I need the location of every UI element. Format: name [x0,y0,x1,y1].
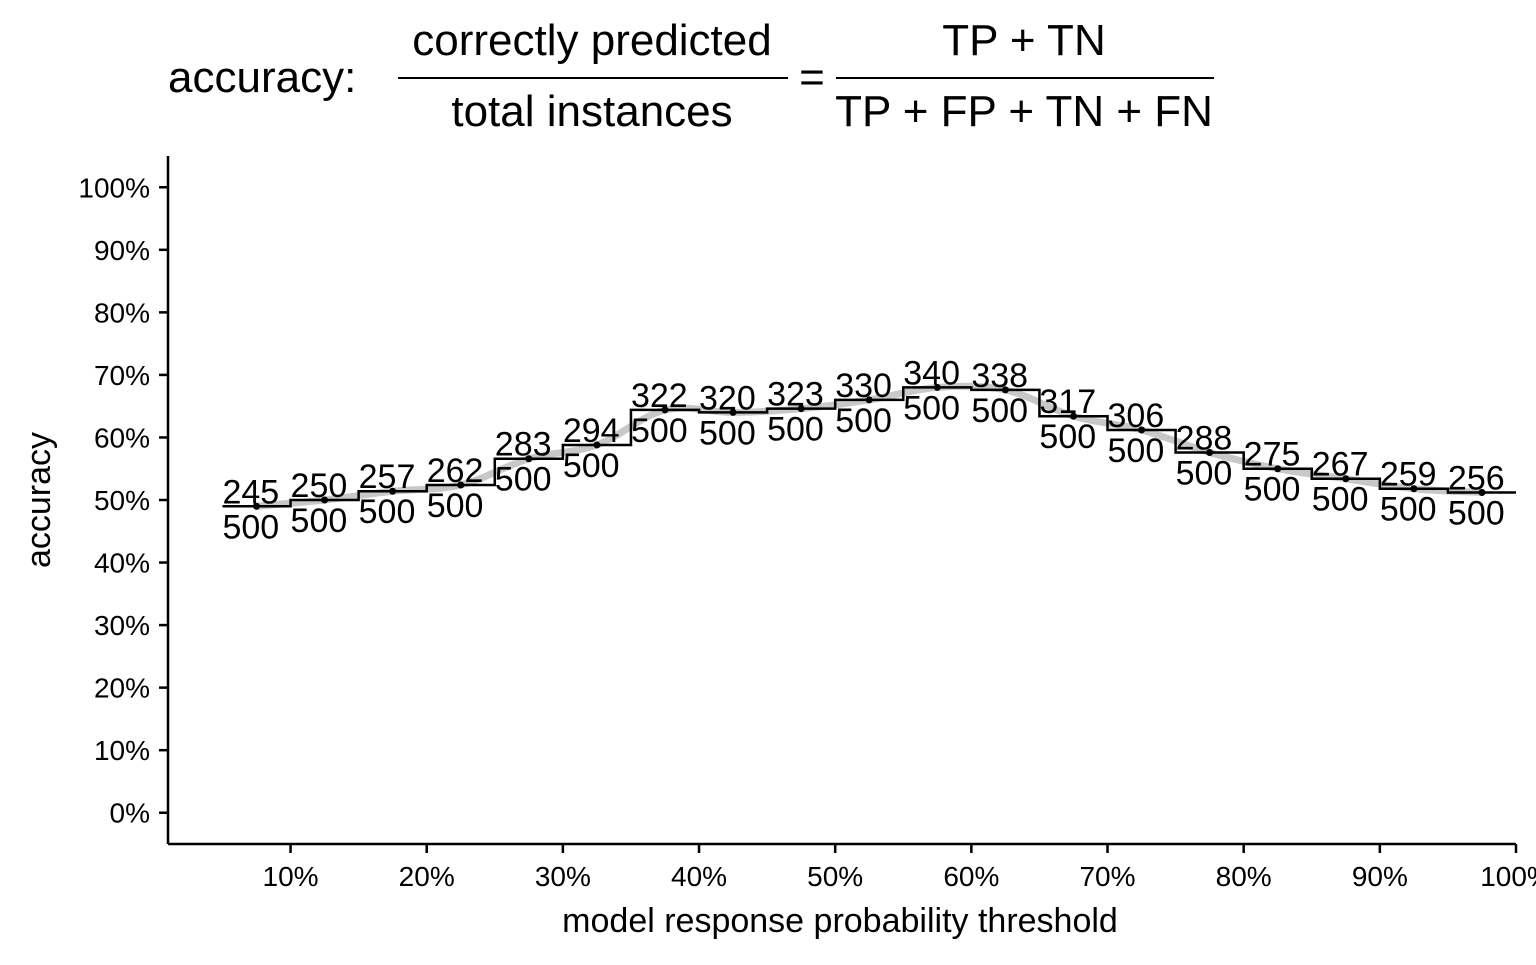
title-right-numerator: TP + TN [942,16,1105,65]
x-tick-label: 50% [807,861,863,892]
data-label-numerator: 294 [563,412,620,450]
data-labels: 2455002505002575002625002835002945003225… [222,354,1504,546]
y-tick-label: 90% [94,235,150,266]
x-tick-label: 10% [263,861,319,892]
data-label-numerator: 262 [427,452,484,490]
data-label-numerator: 322 [631,377,688,415]
x-tick-label: 80% [1216,861,1272,892]
x-tick-label: 100% [1480,861,1536,892]
data-point [1206,448,1214,456]
data-label-numerator: 256 [1448,459,1505,497]
title-left-numerator: correctly predicted [412,16,771,65]
data-label-numerator: 245 [222,473,279,511]
data-point [525,455,533,463]
data-point [1001,386,1009,394]
data-label-numerator: 330 [835,367,892,405]
data-label-denominator: 500 [1448,494,1505,532]
data-label-denominator: 500 [359,493,416,531]
step-series [222,383,1516,510]
data-point [253,502,261,510]
data-label-numerator: 259 [1380,456,1437,494]
data-label-denominator: 500 [1380,491,1437,529]
x-tick-label: 30% [535,861,591,892]
chart-title: accuracy: correctly predicted total inst… [168,16,1214,136]
title-right-denominator: TP + FP + TN + FN [835,87,1213,136]
data-label-denominator: 500 [563,447,620,485]
data-point [1478,488,1486,496]
data-point [321,496,329,504]
y-tick-label: 100% [78,172,150,203]
data-label-numerator: 317 [1039,383,1096,421]
data-point [1274,465,1282,473]
data-label-numerator: 257 [359,458,416,496]
data-label-denominator: 500 [1244,471,1301,509]
y-tick-label: 20% [94,673,150,704]
data-point [933,383,941,391]
y-axis-label: accuracy [20,432,58,568]
data-label-numerator: 288 [1176,419,1233,457]
data-label-denominator: 500 [1176,454,1233,492]
data-label-numerator: 338 [971,357,1028,395]
title-left-denominator: total instances [451,87,732,136]
y-tick-label: 30% [94,610,150,641]
data-label-denominator: 500 [291,502,348,540]
data-label-numerator: 320 [699,379,756,417]
y-tick-label: 0% [110,798,150,829]
data-label-denominator: 500 [631,412,688,450]
data-point [389,487,397,495]
y-axis-ticks: 0% 10% 20% 30% 40% 50% 60% 70% 80% 90% 100% [78,172,168,829]
data-point [593,441,601,449]
data-point [457,481,465,489]
data-point [865,396,873,404]
y-tick-label: 60% [94,422,150,453]
data-label-denominator: 500 [1312,481,1369,519]
x-axis-label: model response probability threshold [562,902,1118,940]
data-label-denominator: 500 [903,389,960,427]
x-tick-label: 40% [671,861,727,892]
data-label-denominator: 500 [699,414,756,452]
x-tick-label: 90% [1352,861,1408,892]
data-label-numerator: 283 [495,426,552,464]
data-label-denominator: 500 [1039,418,1096,456]
data-point [1138,426,1146,434]
y-tick-label: 40% [94,548,150,579]
data-point [1069,412,1077,420]
x-tick-label: 70% [1079,861,1135,892]
data-point [1342,475,1350,483]
x-tick-label: 60% [943,861,999,892]
x-tick-label: 20% [399,861,455,892]
data-label-numerator: 267 [1312,446,1369,484]
data-point [661,406,669,414]
data-label-denominator: 500 [835,402,892,440]
data-label-numerator: 323 [767,376,824,414]
title-prefix: accuracy: [168,53,356,102]
data-label-denominator: 500 [1108,432,1165,470]
y-tick-label: 50% [94,485,150,516]
y-tick-label: 10% [94,735,150,766]
data-label-denominator: 500 [427,487,484,525]
data-label-numerator: 250 [291,467,348,505]
data-label-denominator: 500 [222,508,279,546]
data-label-denominator: 500 [767,411,824,449]
data-label-numerator: 340 [903,354,960,392]
data-point [729,408,737,416]
x-axis-ticks: 10% 20% 30% 40% 50% 60% 70% 80% 90% 100% [263,844,1536,892]
y-tick-label: 70% [94,360,150,391]
data-label-numerator: 275 [1244,436,1301,474]
data-label-denominator: 500 [971,392,1028,430]
data-label-denominator: 500 [495,461,552,499]
data-label-numerator: 306 [1108,397,1165,435]
data-point [797,405,805,413]
data-point [1410,485,1418,493]
y-tick-label: 80% [94,297,150,328]
title-equals: = [799,53,825,102]
